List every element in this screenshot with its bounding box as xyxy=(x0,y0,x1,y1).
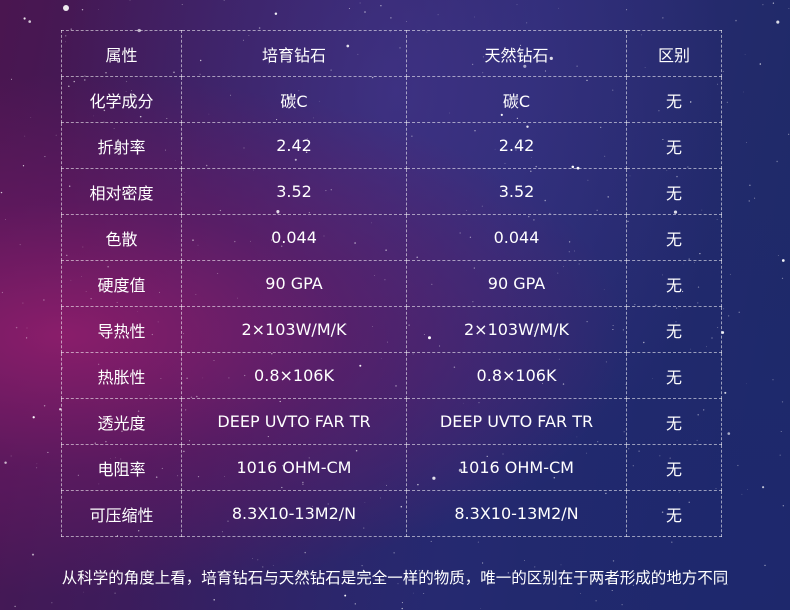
cell-difference: 无 xyxy=(626,398,722,445)
cell-difference: 无 xyxy=(626,260,722,307)
diamond-comparison-table: 属性 培育钻石 天然钻石 区别 化学成分 碳C 碳C 无折射率 2.42 2.42 无相对密… xyxy=(61,30,722,537)
cell-difference: 无 xyxy=(626,76,722,123)
cell-difference: 无 xyxy=(626,352,722,399)
cell-natural: 0.8×106K xyxy=(406,352,627,399)
header-difference: 区别 xyxy=(626,30,722,77)
cell-lab-grown: 碳C xyxy=(181,76,407,123)
cell-lab-grown: 8.3X10-13M2/N xyxy=(181,490,407,537)
table-row: 热胀性 0.8×106K 0.8×106K 无 xyxy=(61,352,722,399)
table-row: 化学成分 碳C 碳C 无 xyxy=(61,76,722,123)
cell-lab-grown: 2×103W/M/K xyxy=(181,306,407,353)
header-natural: 天然钻石 xyxy=(406,30,627,77)
cell-lab-grown: 0.8×106K xyxy=(181,352,407,399)
cell-attribute: 热胀性 xyxy=(61,352,182,399)
cell-attribute: 硬度值 xyxy=(61,260,182,307)
cell-lab-grown: 90 GPA xyxy=(181,260,407,307)
cell-attribute: 可压缩性 xyxy=(61,490,182,537)
cell-attribute: 透光度 xyxy=(61,398,182,445)
cell-difference: 无 xyxy=(626,444,722,491)
table-row: 硬度值 90 GPA 90 GPA 无 xyxy=(61,260,722,307)
cell-difference: 无 xyxy=(626,306,722,353)
table-row: 透光度 DEEP UVTO FAR TR DEEP UVTO FAR TR 无 xyxy=(61,398,722,445)
cell-natural: 8.3X10-13M2/N xyxy=(406,490,627,537)
table-row: 色散 0.044 0.044 无 xyxy=(61,214,722,261)
cell-attribute: 导热性 xyxy=(61,306,182,353)
cell-attribute: 色散 xyxy=(61,214,182,261)
table-header-row: 属性 培育钻石 天然钻石 区别 xyxy=(61,30,722,77)
cell-attribute: 电阻率 xyxy=(61,444,182,491)
cell-lab-grown: 0.044 xyxy=(181,214,407,261)
cell-attribute: 相对密度 xyxy=(61,168,182,215)
cell-lab-grown: 2.42 xyxy=(181,122,407,169)
footer-caption: 从科学的角度上看，培育钻石与天然钻石是完全一样的物质，唯一的区别在于两者形成的地… xyxy=(61,569,729,587)
cell-lab-grown: DEEP UVTO FAR TR xyxy=(181,398,407,445)
cell-natural: 1016 OHM-CM xyxy=(406,444,627,491)
cell-natural: 2.42 xyxy=(406,122,627,169)
cell-natural: 碳C xyxy=(406,76,627,123)
cell-lab-grown: 3.52 xyxy=(181,168,407,215)
cell-attribute: 折射率 xyxy=(61,122,182,169)
table-body: 属性 培育钻石 天然钻石 区别 化学成分 碳C 碳C 无折射率 2.42 2.42 无相对密… xyxy=(61,30,722,537)
cell-difference: 无 xyxy=(626,122,722,169)
cell-natural: 3.52 xyxy=(406,168,627,215)
cell-attribute: 化学成分 xyxy=(61,76,182,123)
table-row: 折射率 2.42 2.42 无 xyxy=(61,122,722,169)
cell-difference: 无 xyxy=(626,168,722,215)
table-row: 可压缩性 8.3X10-13M2/N 8.3X10-13M2/N 无 xyxy=(61,490,722,537)
table-row: 电阻率 1016 OHM-CM 1016 OHM-CM 无 xyxy=(61,444,722,491)
cell-difference: 无 xyxy=(626,214,722,261)
header-attribute: 属性 xyxy=(61,30,182,77)
header-lab-grown: 培育钻石 xyxy=(181,30,407,77)
cell-natural: 0.044 xyxy=(406,214,627,261)
comparison-table-container: 属性 培育钻石 天然钻石 区别 化学成分 碳C 碳C 无折射率 2.42 2.42 无相对密… xyxy=(61,30,722,537)
table-row: 相对密度 3.52 3.52 无 xyxy=(61,168,722,215)
cell-lab-grown: 1016 OHM-CM xyxy=(181,444,407,491)
cell-difference: 无 xyxy=(626,490,722,537)
cell-natural: 2×103W/M/K xyxy=(406,306,627,353)
table-row: 导热性 2×103W/M/K 2×103W/M/K 无 xyxy=(61,306,722,353)
cell-natural: DEEP UVTO FAR TR xyxy=(406,398,627,445)
cell-natural: 90 GPA xyxy=(406,260,627,307)
